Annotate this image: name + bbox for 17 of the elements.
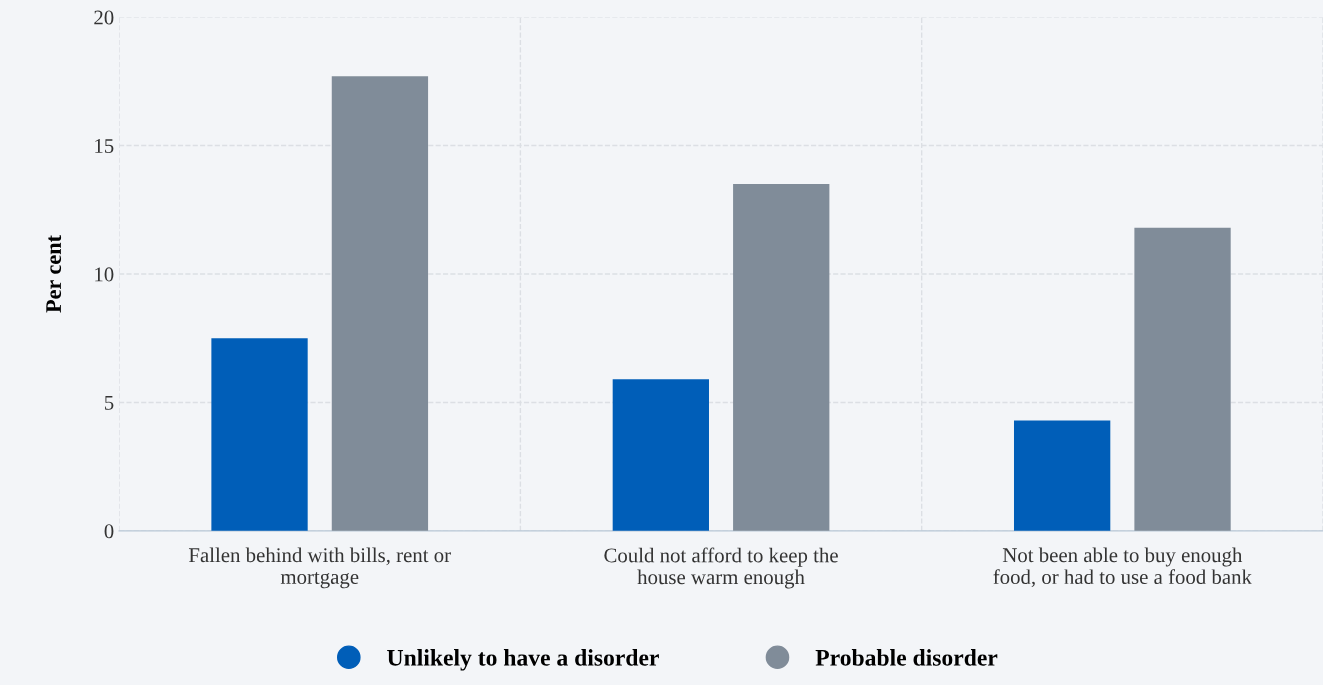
x-tick-label: Not been able to buy enough food, or had to use a food bank [993,547,1252,588]
bar [612,379,709,531]
y-tick-label: 0 [104,524,114,539]
bar [1013,420,1111,531]
x-tick-label: Fallen behind with bills, rent or mortgage [188,547,451,589]
y-tick-label: 20 [94,10,114,25]
bar [733,184,830,531]
x-tick-label: Could not afford to keep the house warm enough [604,547,838,589]
bar [1134,227,1231,531]
y-axis-title: Per cent [46,235,62,313]
y-tick-label: 5 [105,396,114,410]
bar [211,338,308,531]
y-tick-label: 15 [95,139,114,153]
legend-label: Unlikely to have a disorder [387,649,659,671]
y-tick-label: 10 [95,267,114,282]
bar [331,76,429,531]
legend-label: Probable disorder [815,649,998,666]
